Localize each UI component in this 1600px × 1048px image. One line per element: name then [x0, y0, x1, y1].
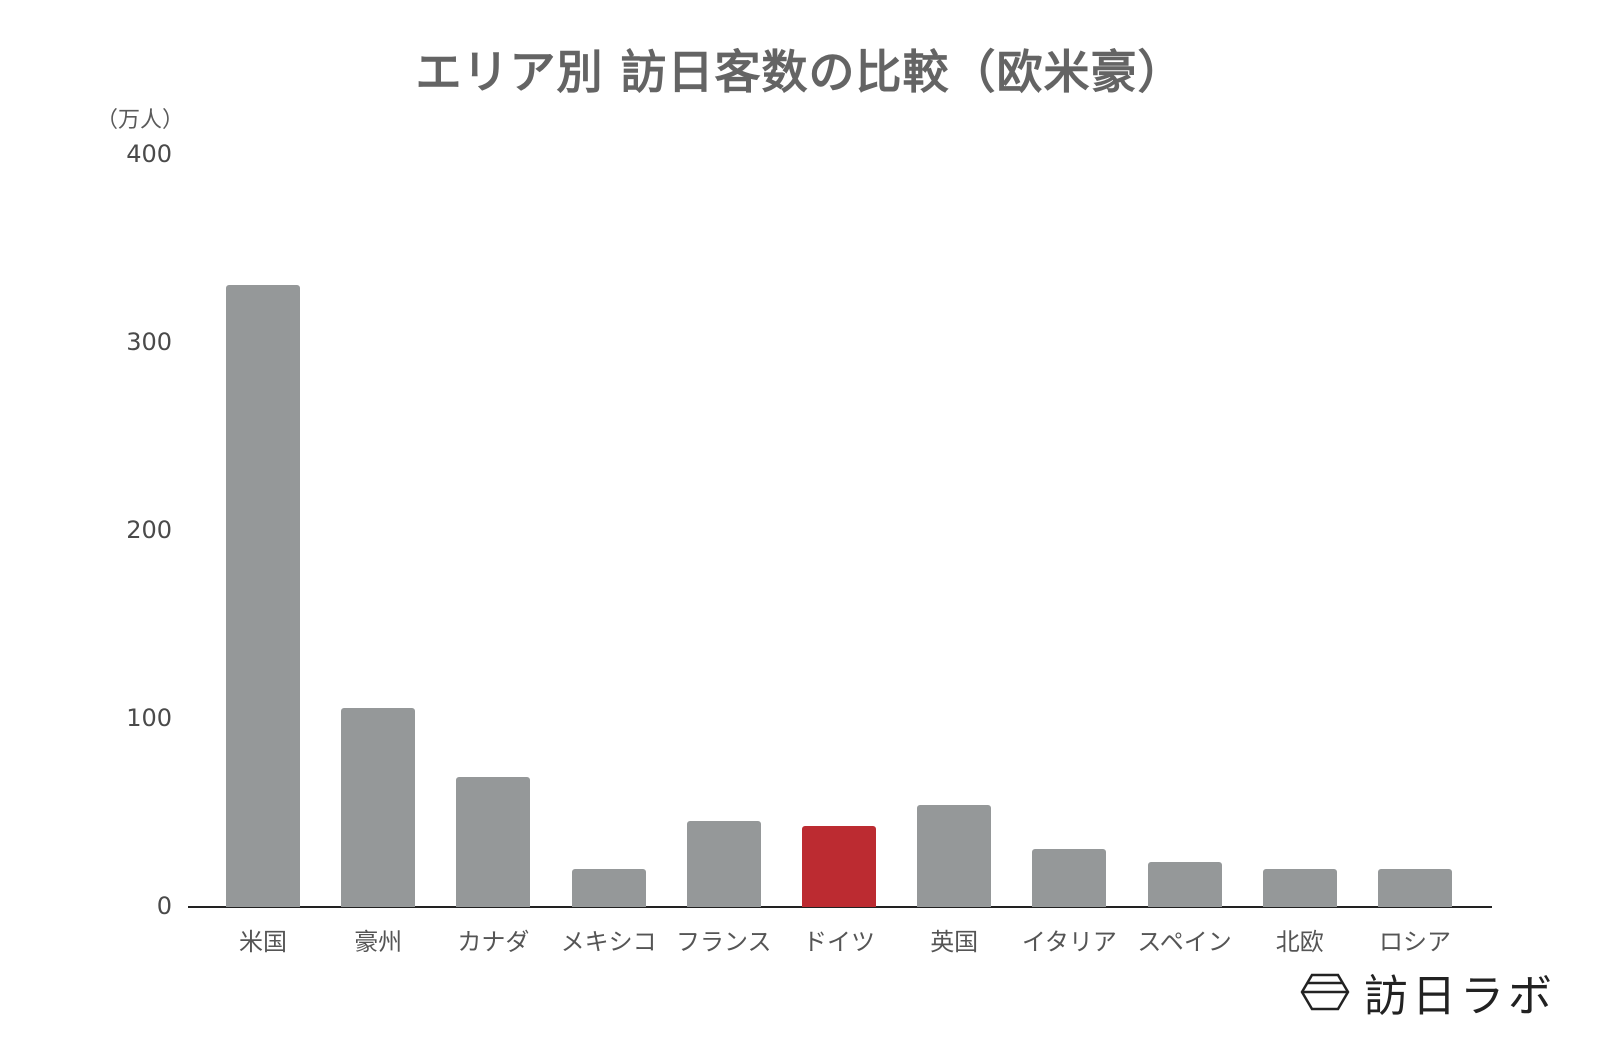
x-axis-line: [188, 906, 1492, 908]
brand-logo: 訪日ラボ: [1300, 960, 1556, 1024]
x-tick-label: 英国: [930, 928, 979, 956]
bar-1: [341, 707, 416, 907]
chart-title: エリア別 訪日客数の比較（欧米豪）: [415, 45, 1185, 99]
bar-7: [1032, 848, 1107, 907]
bar-9: [1262, 869, 1337, 907]
x-tick-label: 北欧: [1275, 928, 1324, 956]
bar-4: [686, 820, 761, 907]
y-tick-label: 100: [126, 704, 172, 732]
bar-2: [456, 777, 531, 907]
x-tick-label: 米国: [239, 928, 287, 956]
brand-logo-text: 訪日ラボ: [1364, 971, 1556, 1022]
x-tick-label: カナダ: [457, 928, 530, 956]
bar-8: [1147, 861, 1222, 907]
y-tick-label: 200: [126, 516, 172, 544]
bar-5: [802, 826, 876, 907]
bar-3: [571, 869, 646, 907]
bar-0: [226, 284, 300, 907]
y-tick-label: 400: [126, 140, 172, 168]
x-tick-label: フランス: [676, 928, 772, 956]
x-tick-label: 豪州: [354, 928, 403, 956]
x-tick-label: スペイン: [1137, 928, 1232, 956]
bar-6: [917, 805, 992, 907]
x-tick-label: メキシコ: [560, 928, 657, 956]
x-tick-label: イタリア: [1021, 928, 1117, 956]
x-tick-label: ドイツ: [803, 928, 875, 956]
y-tick-label: 300: [126, 328, 172, 356]
hexagon-logo-icon: [1300, 973, 1350, 1011]
x-tick-label: ロシア: [1379, 928, 1451, 956]
y-tick-label: 0: [156, 892, 172, 920]
y-axis-unit: （万人）: [96, 108, 185, 133]
bar-10: [1378, 869, 1452, 907]
